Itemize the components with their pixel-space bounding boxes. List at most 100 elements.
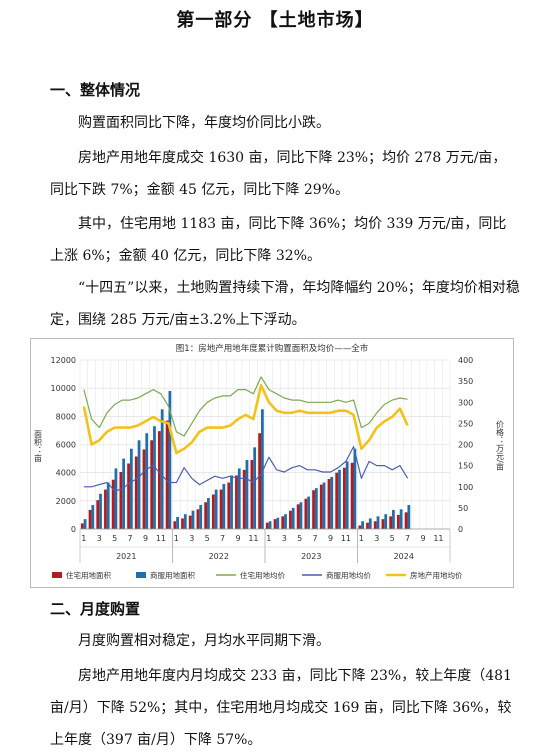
bar-residential-area [165, 420, 169, 529]
y-left-tick-label: 0 [71, 525, 76, 534]
y-left-tick-label: 2000 [56, 497, 76, 506]
bar-commercial-area [276, 517, 280, 529]
y-left-tick-label: 6000 [56, 441, 76, 450]
bar-commercial-area [284, 514, 287, 529]
bar-commercial-area [153, 426, 156, 529]
bar-residential-area [142, 449, 146, 529]
x-month-tick-label: 1 [359, 534, 364, 543]
bar-residential-area [219, 489, 223, 529]
section-2-title: 二、月度购置 [50, 600, 141, 618]
bar-commercial-area [338, 469, 341, 529]
axis-layer: 0 2000 4000 6000 8000 10000 12000 0 50 100 150 200 2… [34, 356, 505, 563]
x-month-tick-label: 9 [235, 534, 240, 543]
bar-commercial-area [291, 507, 295, 529]
grid-layer [79, 359, 451, 530]
bar-commercial-area [106, 482, 110, 529]
bar-commercial-area [314, 488, 318, 529]
x-month-tick-label: 7 [313, 534, 318, 543]
x-month-tick-label: 3 [374, 534, 379, 543]
y-left-axis-title: 面积：亩 [34, 430, 43, 463]
legend-label: 商服用地均价 [326, 570, 371, 580]
section-2-para-monthly: 房地产用地年度内月均成交 233 亩，同比下降 23%，较上年度（481 亩/月… [50, 668, 512, 748]
bar-commercial-area [214, 489, 218, 529]
bar-residential-area [366, 522, 369, 529]
bar-residential-area [258, 433, 261, 529]
x-month-tick-label: 1 [266, 534, 271, 543]
bar-commercial-area [407, 505, 411, 529]
bar-residential-area [104, 489, 107, 529]
bar-commercial-area [83, 519, 87, 529]
bar-commercial-area [230, 475, 233, 529]
y-right-tick-label: 300 [458, 398, 473, 407]
y-right-tick-label: 150 [458, 462, 473, 471]
chart-legend: 住宅用地面积 商服用地面积 住宅用地均价 商服用地均价 房地产用地均价 [52, 570, 463, 580]
bar-residential-area [335, 472, 339, 529]
bar-residential-area [358, 525, 362, 529]
section-1-para-residential: 其中，住宅用地 1183 亩，同比下降 36%；均价 339 万元/亩，同比上涨… [50, 216, 507, 264]
bar-commercial-area [368, 518, 372, 529]
bar-residential-area [111, 479, 115, 529]
bar-residential-area [227, 482, 231, 529]
x-month-tick-label: 11 [248, 534, 258, 543]
bar-commercial-area [122, 458, 126, 529]
bar-commercial-area [392, 509, 395, 529]
x-month-tick-label: 3 [97, 534, 102, 543]
x-month-tick-label: 9 [420, 534, 425, 543]
x-month-tick-label: 5 [390, 534, 395, 543]
bar-layer [80, 390, 411, 529]
bar-residential-area [396, 514, 400, 529]
y-right-tick-label: 200 [458, 441, 473, 450]
legend-label: 商服用地面积 [150, 570, 195, 580]
x-month-tick-label: 9 [328, 534, 333, 543]
bar-commercial-area [253, 447, 257, 529]
y-left-tick-label: 10000 [51, 384, 76, 393]
bar-commercial-area [99, 493, 102, 529]
bar-commercial-area [361, 521, 364, 529]
price-line [83, 446, 409, 492]
price-line [82, 384, 409, 455]
bar-commercial-area [199, 505, 203, 529]
bar-commercial-area [168, 390, 172, 529]
bar-commercial-area [307, 496, 311, 529]
legend-label: 住宅用地均价 [240, 570, 285, 580]
x-month-tick-label: 3 [282, 534, 287, 543]
x-month-tick-label: 7 [220, 534, 225, 543]
y-right-axis-title: 价格：万元/亩 [496, 420, 505, 472]
bar-residential-area [150, 440, 154, 529]
chart-title: 图1：房地产用地年度累计购置面积及均价——全市 [176, 343, 369, 354]
bar-commercial-area [91, 505, 95, 529]
bar-residential-area [296, 504, 300, 529]
y-right-tick-label: 400 [458, 356, 473, 365]
x-month-tick-label: 5 [112, 534, 117, 543]
bar-residential-area [350, 462, 354, 529]
x-year-label: 2024 [394, 552, 414, 561]
x-month-tick-label: 3 [189, 534, 194, 543]
bar-commercial-area [183, 514, 187, 529]
bar-commercial-area [299, 502, 303, 529]
bar-residential-area [173, 521, 177, 529]
legend-swatch [136, 572, 146, 578]
x-month-tick-label: 9 [143, 534, 148, 543]
y-right-tick-label: 0 [458, 525, 463, 534]
bar-residential-area [312, 490, 315, 529]
line-layer [82, 376, 409, 492]
bar-commercial-area [114, 468, 118, 529]
bar-residential-area [188, 515, 192, 529]
bar-commercial-area [222, 483, 226, 529]
y-left-tick-label: 4000 [56, 469, 76, 478]
legend-swatch [52, 572, 62, 578]
legend-label: 住宅用地面积 [66, 570, 111, 580]
x-month-tick-label: 11 [341, 534, 351, 543]
section-1-summary: 购置面积同比下降，年度均价同比小跌。 [78, 115, 330, 131]
chart-svg: 0 2000 4000 6000 8000 10000 12000 0 50 100 150 200 2… [30, 338, 514, 588]
x-month-tick-label: 5 [297, 534, 302, 543]
price-line [83, 376, 408, 437]
bar-residential-area [211, 494, 215, 529]
bar-residential-area [404, 512, 408, 529]
bar-commercial-area [176, 517, 179, 529]
area-price-chart: 0 2000 4000 6000 8000 10000 12000 0 50 100 150 200 2… [30, 338, 514, 588]
y-right-tick-label: 350 [458, 377, 473, 386]
x-month-tick-label: 11 [433, 534, 443, 543]
x-month-tick-label: 1 [174, 534, 179, 543]
section-1-para-trend: “十四五”以来，土地购置持续下滑，年均降幅约 20%；年度均价相对稳定，围绕 2… [50, 280, 520, 328]
